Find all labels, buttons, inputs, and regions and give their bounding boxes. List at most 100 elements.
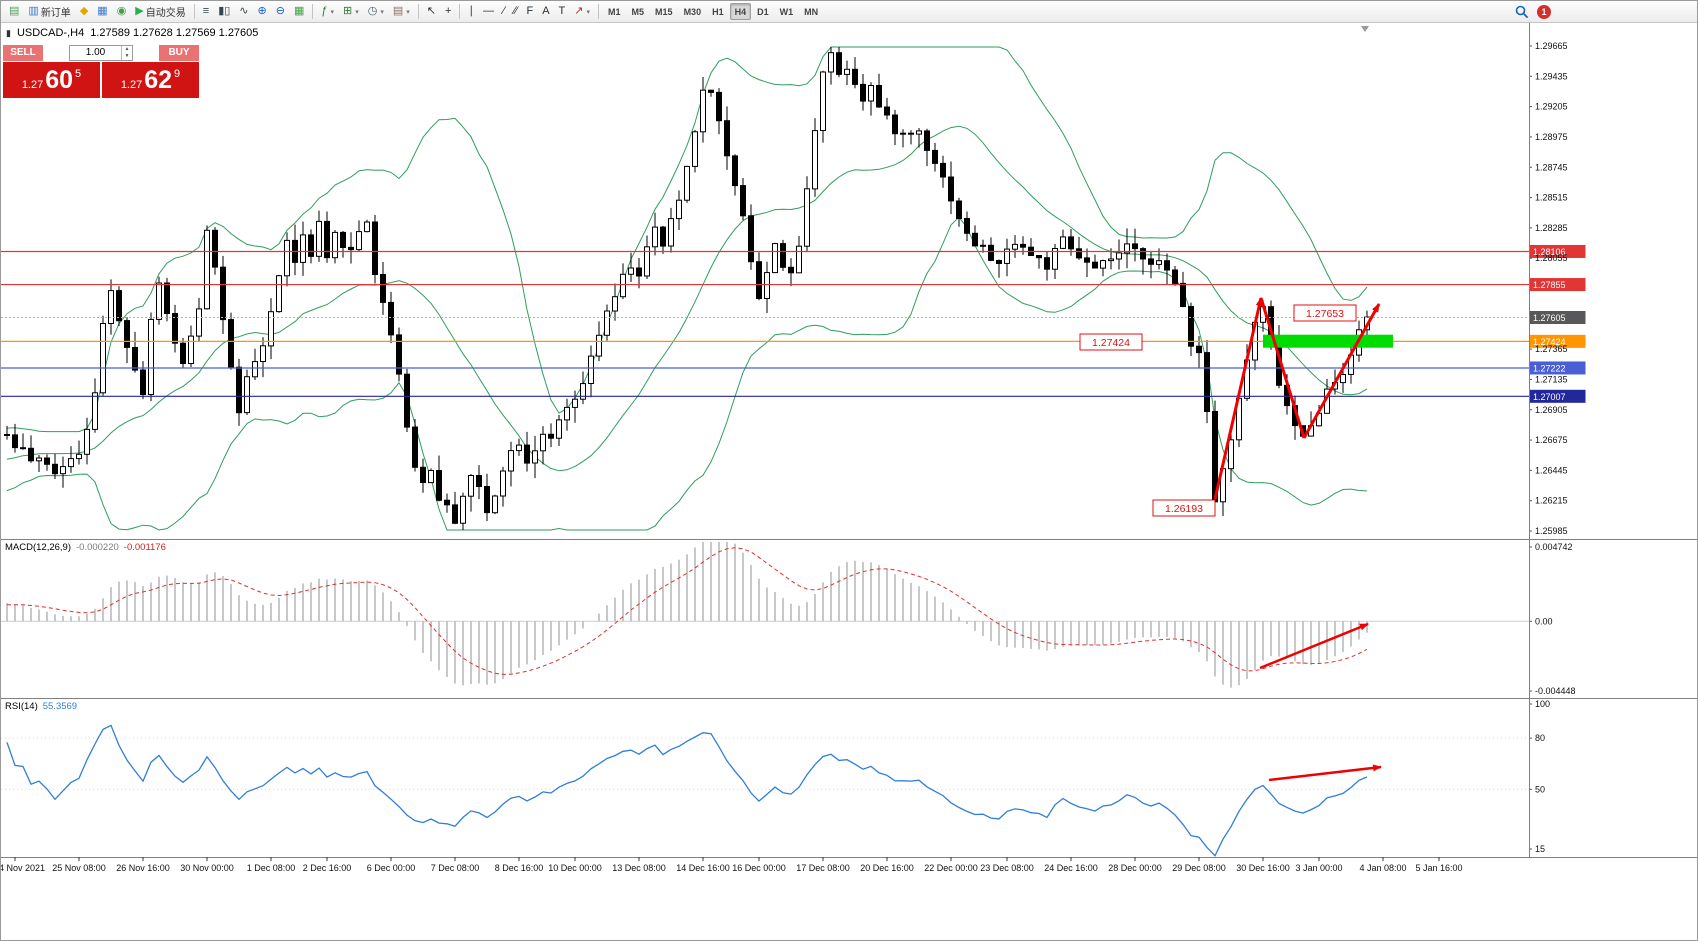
chart-window[interactable]: 1.28106 1.27855 1.27424 1.27222 1.27007 1.276…	[1, 23, 1698, 941]
market-watch-button[interactable]: ▦	[93, 2, 111, 21]
indicators-button[interactable]: ƒ ▾	[317, 2, 338, 21]
chevron-down-icon[interactable]: ▾	[330, 8, 334, 16]
rsi-trend-arrow[interactable]	[1268, 764, 1382, 782]
svg-text:6 Dec 00:00: 6 Dec 00:00	[367, 863, 416, 873]
templates-button[interactable]: ▤ ▾	[389, 2, 414, 21]
auto-trading-button[interactable]: ▶ 自动交易	[131, 2, 189, 21]
svg-text:8 Dec 16:00: 8 Dec 16:00	[495, 863, 544, 873]
svg-text:2 Dec 16:00: 2 Dec 16:00	[303, 863, 352, 873]
label-button[interactable]: T	[555, 2, 570, 21]
macd-trend-arrow[interactable]	[1259, 622, 1369, 670]
chevron-down-icon[interactable]: ▾	[380, 8, 384, 16]
price-annotation-box[interactable]	[1152, 499, 1216, 517]
strategy-navigator-button[interactable]: ◆	[76, 2, 92, 21]
chart-shift-marker[interactable]	[1361, 26, 1369, 32]
candles-mode-button[interactable]: ▮▯	[214, 2, 234, 21]
zoom-in-button[interactable]: ⊕	[254, 2, 271, 21]
hline-price-label	[1529, 389, 1586, 403]
new-chart-button[interactable]: ▤	[5, 2, 23, 21]
periods-button[interactable]: ◷ ▾	[364, 2, 388, 21]
label-icon: T	[558, 5, 566, 17]
tile-windows-icon: ▦	[293, 5, 305, 17]
candlestick-mini-icon: ▮	[6, 27, 11, 38]
volume-up-icon[interactable]: ▲	[124, 45, 130, 52]
svg-text:10 Dec 00:00: 10 Dec 00:00	[548, 863, 602, 873]
svg-text:1.28055: 1.28055	[1535, 253, 1568, 263]
zoom-in-icon: ⊕	[257, 5, 267, 17]
buy-button[interactable]: BUY	[159, 44, 199, 61]
timeframe-button-h4[interactable]: H4	[729, 3, 752, 20]
crosshair-button[interactable]: +	[441, 2, 455, 21]
price-annotation-box[interactable]	[1079, 333, 1143, 351]
svg-text:23 Dec 08:00: 23 Dec 08:00	[980, 863, 1034, 873]
cursor-button[interactable]: ↖	[423, 2, 440, 21]
horizontal-line-button[interactable]: ―	[479, 2, 498, 21]
svg-text:100: 100	[1535, 699, 1550, 709]
auto-trading-icon: ▶	[135, 5, 144, 17]
auto-trading-button-label: 自动交易	[145, 8, 186, 19]
vertical-line-button[interactable]: ∣	[464, 2, 478, 21]
add-object-button[interactable]: ⊞ ▾	[339, 2, 363, 21]
new-order-button[interactable]: ▥ 新订单	[24, 2, 74, 21]
trendline-button[interactable]: ∕	[499, 2, 509, 21]
timeframe-button-m1[interactable]: M1	[608, 6, 621, 17]
svg-text:-0.004448: -0.004448	[1535, 686, 1576, 696]
volume-input[interactable]: 1.00 ▲ ▼	[69, 44, 133, 61]
svg-text:26 Nov 16:00: 26 Nov 16:00	[116, 863, 170, 873]
chevron-down-icon[interactable]: ▾	[586, 8, 591, 16]
timeframe-button-d1[interactable]: D1	[757, 6, 769, 17]
sell-price-button[interactable]: 1.27 60 5	[3, 62, 100, 98]
strategy-navigator-icon: ◆	[79, 5, 89, 17]
symbol-timeframe-label: USDCAD-,H4	[16, 27, 85, 39]
svg-text:1.26215: 1.26215	[1535, 496, 1568, 506]
timeframe-button-w1[interactable]: W1	[779, 6, 794, 17]
toolbar-separator	[459, 4, 461, 19]
svg-text:16 Dec 00:00: 16 Dec 00:00	[732, 863, 786, 873]
vertical-line-icon: ∣	[468, 5, 474, 17]
templates-icon: ▤	[392, 5, 404, 17]
timeframe-button-h1[interactable]: H1	[712, 6, 724, 17]
notification-badge[interactable]: 1	[1537, 4, 1551, 19]
svg-text:1.28106: 1.28106	[1533, 247, 1566, 257]
zoom-out-button[interactable]: ⊖	[272, 2, 289, 21]
price-annotation-box[interactable]	[1293, 304, 1357, 322]
arrows-button[interactable]: ↗ ▾	[570, 2, 594, 21]
timeframe-button-m15[interactable]: M15	[655, 6, 673, 17]
svg-text:17 Dec 08:00: 17 Dec 08:00	[796, 863, 850, 873]
fibonacci-button[interactable]: F	[522, 2, 537, 21]
volume-value[interactable]: 1.00	[85, 47, 106, 58]
tile-windows-button[interactable]: ▦	[290, 2, 308, 21]
trend-arrow-3[interactable]	[1302, 303, 1381, 439]
svg-text:20 Dec 16:00: 20 Dec 16:00	[860, 863, 914, 873]
line-mode-button[interactable]: ∿	[235, 2, 252, 21]
text-button[interactable]: A	[538, 2, 553, 21]
chart-symbol-header: ▮ USDCAD-,H4 1.27589 1.27628 1.27569 1.2…	[6, 27, 258, 39]
sell-button[interactable]: SELL	[3, 44, 43, 61]
chevron-down-icon[interactable]: ▾	[355, 8, 359, 16]
periods-icon: ◷	[367, 5, 378, 17]
chart-canvas[interactable]: 1.28106 1.27855 1.27424 1.27222 1.27007 1.276…	[1, 23, 1698, 941]
one-click-trading-panel: SELL 1.00 ▲ ▼ BUY 1.27 60 5 1.27 62 9	[3, 44, 199, 98]
trend-arrow-1[interactable]	[1213, 297, 1263, 500]
timeframe-button-mn[interactable]: MN	[804, 6, 819, 17]
search-icon[interactable]	[1515, 5, 1529, 19]
equidistant-channel-button[interactable]: ∕∕	[510, 2, 522, 21]
trend-arrow-2[interactable]	[1259, 297, 1306, 439]
volume-stepper[interactable]: ▲ ▼	[121, 45, 132, 60]
volume-down-icon[interactable]: ▼	[124, 52, 130, 59]
svg-text:50: 50	[1535, 784, 1545, 794]
buy-price-button[interactable]: 1.27 62 9	[102, 62, 199, 98]
bars-mode-button[interactable]: ≡	[199, 2, 213, 21]
timeframe-button-m30[interactable]: M30	[683, 6, 702, 17]
new-order-button-label: 新订单	[40, 8, 71, 19]
supply-zone-rectangle[interactable]	[1263, 334, 1393, 348]
svg-text:1.28745: 1.28745	[1535, 162, 1568, 172]
data-window-button[interactable]: ◉	[113, 2, 131, 21]
timeframe-button-m5[interactable]: M5	[631, 6, 645, 17]
chevron-down-icon[interactable]: ▾	[406, 8, 410, 16]
svg-text:24 Nov 2021: 24 Nov 2021	[1, 863, 45, 873]
svg-text:1.25985: 1.25985	[1535, 526, 1568, 536]
bid-price-label	[1529, 310, 1586, 324]
time-axis[interactable]: 24 Nov 2021 25 Nov 08:00 26 Nov 16:00 30 No…	[1, 857, 1463, 873]
svg-text:1.29435: 1.29435	[1535, 71, 1568, 81]
